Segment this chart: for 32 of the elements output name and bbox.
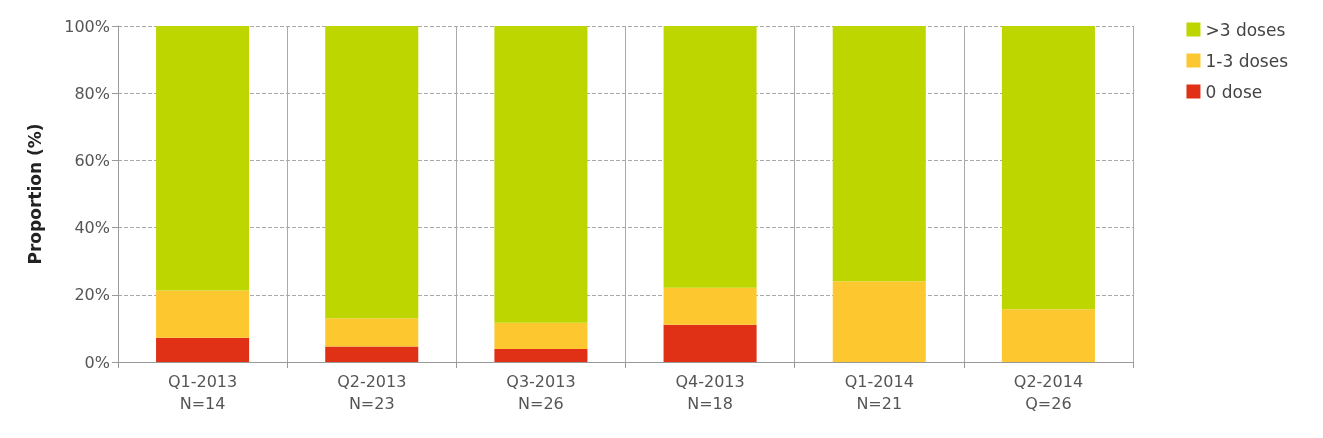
bar: [325, 318, 419, 347]
legend-label: 0 dose: [1205, 81, 1263, 102]
bar: [156, 290, 250, 338]
bar: [832, 26, 926, 282]
bar: [1001, 309, 1095, 362]
bar: [156, 26, 250, 291]
x-tick-label: Q2-2013 N=23: [337, 371, 407, 413]
y-tick-label: 60%: [74, 150, 110, 170]
x-tick-label: Q2-2014 Q=26: [1013, 371, 1084, 413]
bar: [663, 287, 757, 325]
bar: [1001, 26, 1095, 310]
x-tick-label: Q4-2013 N=18: [675, 371, 745, 413]
y-tick-label: 80%: [74, 83, 110, 103]
bar: [663, 324, 757, 362]
bar: [494, 322, 588, 349]
bar: [325, 346, 419, 362]
bar: [325, 26, 419, 319]
bar: [832, 281, 926, 362]
x-tick-label: Q1-2013 N=14: [167, 371, 238, 413]
x-tick-label: Q3-2013 N=26: [506, 371, 576, 413]
y-tick-label: 20%: [74, 285, 110, 305]
y-axis-title: Proportion (%): [24, 123, 45, 265]
y-tick-label: 40%: [74, 218, 110, 238]
legend-label: >3 doses: [1205, 19, 1286, 40]
y-tick-label: 100%: [64, 16, 110, 36]
bar: [494, 26, 588, 323]
bar: [494, 348, 588, 362]
bar: [663, 26, 757, 288]
legend-label: 1-3 doses: [1205, 50, 1289, 71]
x-tick-label: Q1-2014 N=21: [844, 371, 914, 413]
y-tick-label: 0%: [84, 352, 110, 372]
bar: [156, 337, 250, 362]
